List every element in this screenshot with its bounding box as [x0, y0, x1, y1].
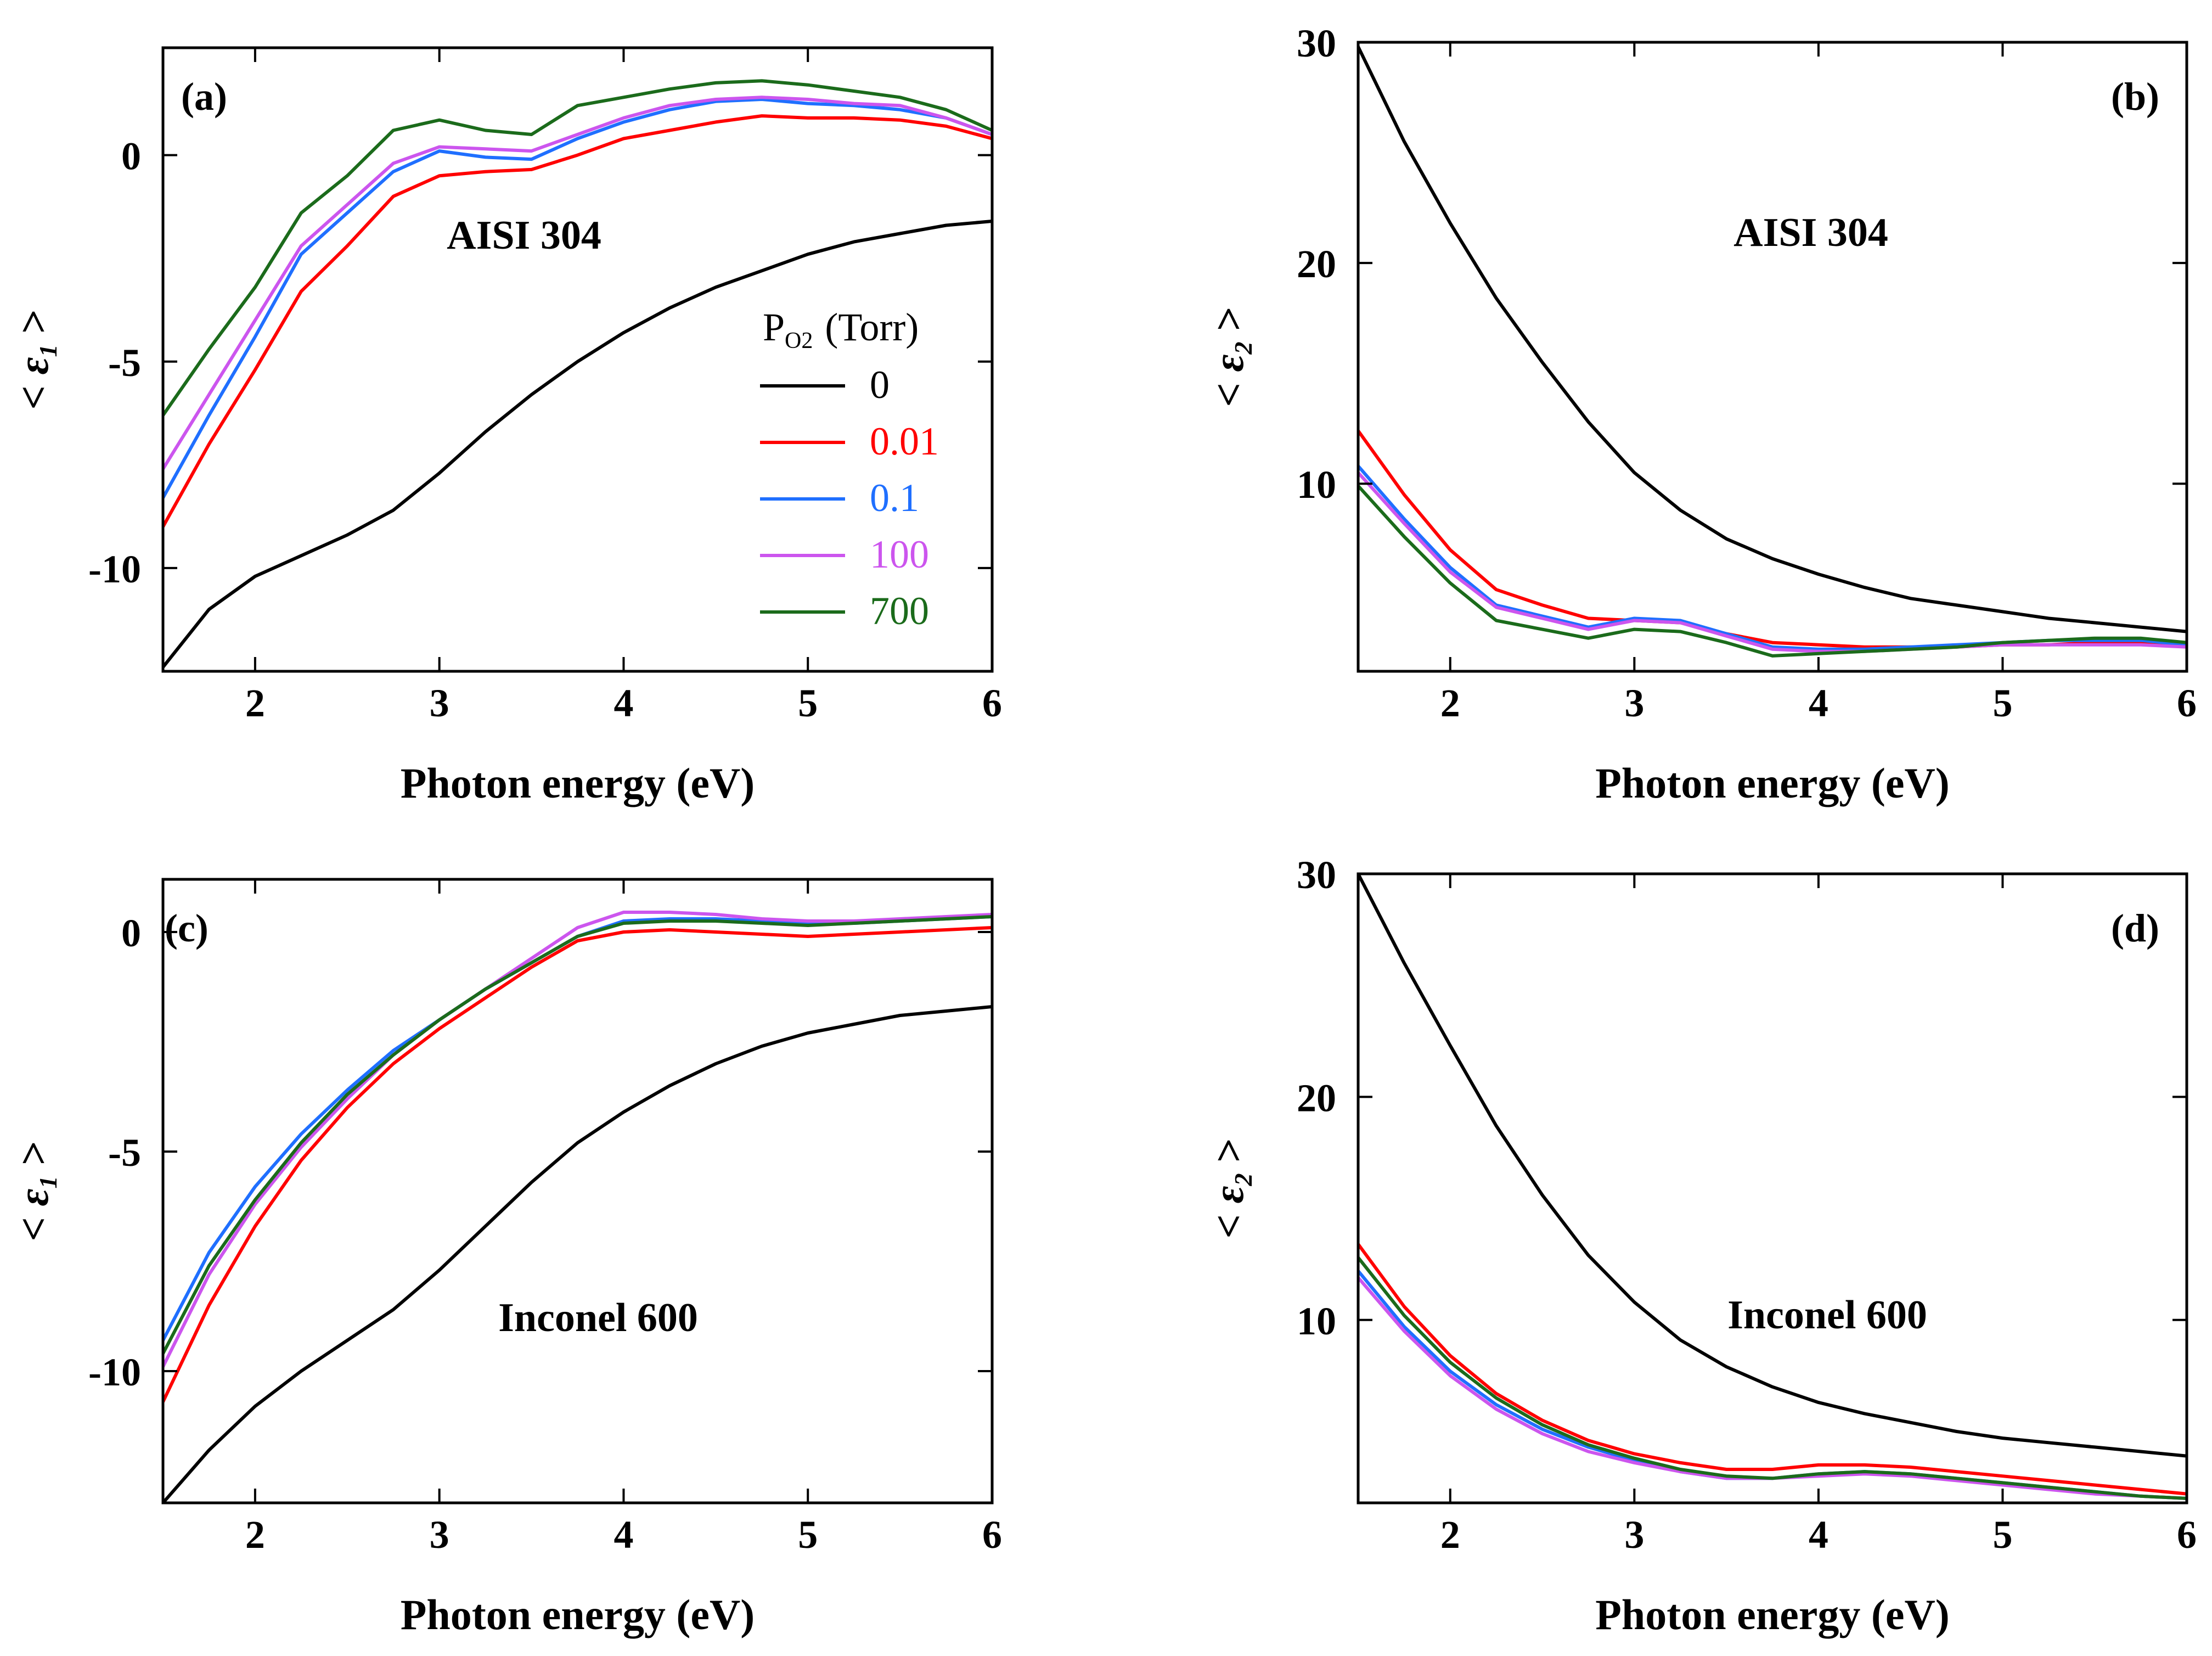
- series-line-0.01: [1358, 1242, 2187, 1496]
- x-axis-title: Photon energy (eV): [401, 1591, 755, 1638]
- x-tick-label: 2: [245, 681, 265, 725]
- panel-b: 2 3 4 5 6 10 20 30 Photon energy (eV) < ε2 > (b) AI…: [1205, 21, 2197, 807]
- x-tick-label: 5: [1993, 681, 2012, 725]
- plot-frame: [161, 878, 994, 1505]
- series-line-0.1: [163, 915, 992, 1342]
- plot-frame: [1357, 41, 2188, 673]
- y-tick-label: 10: [1297, 463, 1336, 507]
- legend-label: 0: [870, 363, 890, 407]
- y-tick-label: 30: [1297, 853, 1336, 897]
- y-tick-label: 0: [121, 911, 141, 955]
- y-tick-label: 10: [1297, 1299, 1336, 1343]
- plot-frame: [161, 46, 994, 673]
- series-line-100: [163, 911, 992, 1368]
- y-tick-label: -10: [88, 547, 141, 591]
- x-axis-title: Photon energy (eV): [1595, 1591, 1950, 1638]
- series-line-700: [163, 915, 992, 1355]
- series-group: [163, 79, 992, 669]
- x-tick-label: 3: [430, 1513, 449, 1557]
- panel-label: (c): [165, 906, 209, 950]
- x-tick-label: 4: [1809, 1513, 1828, 1557]
- x-tick-label: 2: [1440, 681, 1460, 725]
- panel-d: 2 3 4 5 6 10 20 30 Photon energy (eV) < ε2 > (d) In…: [1205, 853, 2197, 1638]
- material-annotation: Inconel 600: [1727, 1293, 1927, 1338]
- legend-entries: 0 0.01 0.1 100 700: [760, 363, 939, 633]
- y-axis-title: < ε1 >: [9, 310, 62, 410]
- material-annotation: Inconel 600: [498, 1295, 698, 1340]
- series-line-0.01: [1358, 429, 2187, 649]
- plot-frame: [1357, 872, 2188, 1505]
- series-line-0: [1358, 45, 2187, 633]
- series-line-0: [163, 1005, 992, 1503]
- x-tick-label: 4: [1809, 681, 1828, 725]
- series-line-700: [163, 79, 992, 417]
- panels: 2 3 4 5 6 0 -5 -10 Photon energy (eV) < ε1 > (a) AI…: [9, 21, 2197, 1638]
- legend-label: 0.1: [870, 476, 919, 520]
- legend-title: PO2 (Torr): [763, 305, 919, 353]
- x-tick-label: 6: [2177, 681, 2197, 725]
- x-tick-label: 5: [1993, 1513, 2012, 1557]
- x-tick-label: 2: [1440, 1513, 1460, 1557]
- x-tick-label: 5: [798, 681, 818, 725]
- series-line-0.1: [163, 98, 992, 499]
- panel-label: (d): [2111, 906, 2159, 950]
- legend-label: 100: [870, 532, 929, 576]
- legend: PO2 (Torr) 0 0.01 0.1 100 700: [760, 305, 939, 633]
- series-group: [163, 911, 992, 1503]
- legend-label: 0.01: [870, 419, 939, 463]
- y-tick-label: 0: [121, 134, 141, 178]
- series-line-0: [1358, 874, 2187, 1458]
- y-tick-label: 20: [1297, 242, 1336, 286]
- y-tick-label: 20: [1297, 1076, 1336, 1120]
- material-annotation: AISI 304: [447, 213, 601, 258]
- x-tick-label: 6: [2177, 1513, 2197, 1557]
- x-tick-label: 6: [982, 681, 1002, 725]
- series-line-0: [163, 220, 992, 669]
- x-tick-label: 6: [982, 1513, 1002, 1557]
- x-tick-label: 2: [245, 1513, 265, 1557]
- series-line-700: [1358, 484, 2187, 658]
- x-tick-label: 3: [1624, 1513, 1644, 1557]
- panel-a: 2 3 4 5 6 0 -5 -10 Photon energy (eV) < ε1 > (a) AI…: [9, 46, 1002, 807]
- series-line-0.01: [163, 114, 992, 529]
- y-axis-title: < ε2 >: [1205, 307, 1257, 407]
- x-tick-label: 4: [613, 681, 633, 725]
- series-line-100: [1358, 471, 2187, 653]
- y-tick-label: -5: [108, 341, 141, 385]
- panel-c: 2 3 4 5 6 0 -5 -10 Photon energy (eV) < ε1 > (c) In…: [9, 878, 1002, 1638]
- y-tick-label: 30: [1297, 21, 1336, 65]
- series-group: [1358, 45, 2187, 658]
- x-axis-title: Photon energy (eV): [1595, 759, 1950, 807]
- series-line-0.01: [163, 926, 992, 1404]
- x-tick-label: 3: [430, 681, 449, 725]
- series-line-100: [163, 96, 992, 471]
- y-axis-title: < ε1 >: [9, 1141, 62, 1242]
- series-group: [1358, 874, 2187, 1500]
- y-tick-label: -5: [108, 1131, 141, 1175]
- material-annotation: AISI 304: [1733, 210, 1888, 255]
- series-line-700: [1358, 1256, 2187, 1500]
- panel-label: (b): [2111, 75, 2159, 119]
- x-tick-label: 3: [1624, 681, 1644, 725]
- x-axis-title: Photon energy (eV): [401, 759, 755, 807]
- panel-label: (a): [181, 75, 227, 119]
- y-axis-title: < ε2 >: [1205, 1138, 1257, 1239]
- x-tick-label: 4: [613, 1513, 633, 1557]
- y-tick-label: -10: [88, 1350, 141, 1394]
- legend-label: 700: [870, 589, 929, 633]
- x-tick-label: 5: [798, 1513, 818, 1557]
